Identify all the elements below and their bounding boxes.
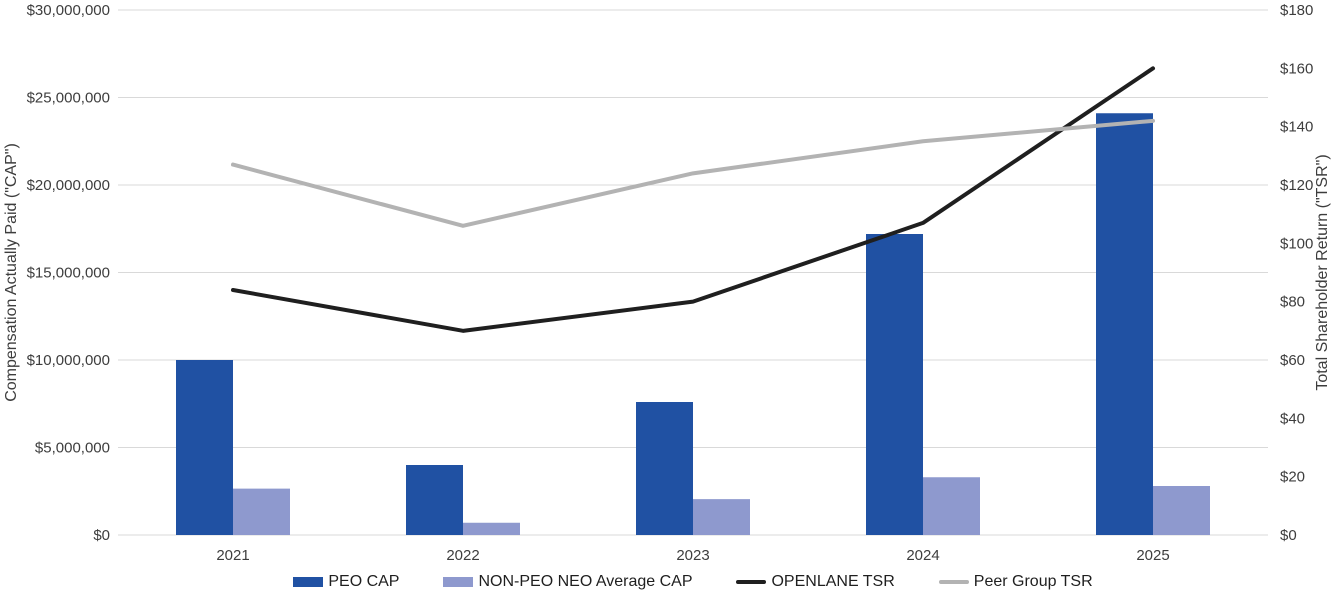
left-axis-tick-label: $15,000,000 — [27, 265, 110, 282]
legend-item-openlane-tsr: OPENLANE TSR — [736, 573, 895, 591]
legend-label: PEO CAP — [328, 573, 400, 590]
bar-non-peo-neo-average-cap-2022 — [463, 522, 520, 535]
x-axis-label-2022: 2022 — [446, 547, 479, 564]
legend-line-swatch-icon — [938, 580, 969, 584]
bar-non-peo-neo-average-cap-2021 — [233, 488, 290, 535]
right-axis-tick-label: $120 — [1280, 177, 1313, 194]
legend-item-peer-group-tsr: Peer Group TSR — [938, 573, 1093, 591]
x-axis-label-2023: 2023 — [676, 547, 709, 564]
right-axis-tick-label: $20 — [1280, 469, 1305, 486]
chart-legend: PEO CAP NON-PEO NEO Average CAP OPENLANE T… — [118, 570, 1268, 594]
left-axis-title: Compensation Actually Paid ("CAP") — [3, 143, 20, 402]
right-axis-tick-label: $160 — [1280, 60, 1313, 77]
left-axis-tick-label: $30,000,000 — [27, 2, 110, 19]
bar-peo-cap-2024 — [866, 234, 923, 535]
line-peer-group-tsr — [231, 118, 1155, 228]
bar-peo-cap-2025 — [1096, 113, 1153, 535]
legend-item-non-peo-neo-average-cap: NON-PEO NEO Average CAP — [443, 573, 692, 591]
x-axis-label-2021: 2021 — [216, 547, 249, 564]
left-axis-tick-label: $10,000,000 — [27, 352, 110, 369]
bar-peo-cap-2022 — [406, 465, 463, 535]
legend-label: NON-PEO NEO Average CAP — [478, 573, 693, 590]
right-axis-tick-label: $60 — [1280, 352, 1305, 369]
legend-line-swatch-icon — [736, 580, 767, 584]
left-axis-tick-label: $25,000,000 — [27, 90, 110, 107]
left-axis-tick-label: $5,000,000 — [35, 440, 110, 457]
bar-non-peo-neo-average-cap-2025 — [1153, 486, 1210, 535]
right-axis-tick-label: $80 — [1280, 294, 1305, 311]
bar-peo-cap-2023 — [636, 402, 693, 535]
line-openlane-tsr — [231, 66, 1155, 333]
bar-non-peo-neo-average-cap-2024 — [923, 477, 980, 535]
right-axis-tick-label: $100 — [1280, 235, 1313, 252]
right-axis-title: Total Shareholder Return ("TSR") — [1314, 154, 1331, 390]
legend-bar-swatch-icon — [293, 577, 324, 587]
left-axis-tick-label: $0 — [93, 527, 110, 544]
legend-label: Peer Group TSR — [973, 573, 1093, 590]
right-axis-tick-label: $180 — [1280, 2, 1313, 19]
legend-bar-swatch-icon — [443, 577, 474, 587]
x-axis-label-2025: 2025 — [1136, 547, 1169, 564]
x-axis-label-2024: 2024 — [906, 547, 939, 564]
bar-peo-cap-2021 — [176, 360, 233, 535]
left-axis-tick-label: $20,000,000 — [27, 177, 110, 194]
right-axis-tick-label: $140 — [1280, 119, 1313, 136]
right-axis-tick-label: $40 — [1280, 410, 1305, 427]
legend-item-peo-cap: PEO CAP — [293, 573, 399, 591]
bar-non-peo-neo-average-cap-2023 — [693, 499, 750, 535]
right-axis-tick-label: $0 — [1280, 527, 1297, 544]
legend-label: OPENLANE TSR — [771, 573, 895, 590]
